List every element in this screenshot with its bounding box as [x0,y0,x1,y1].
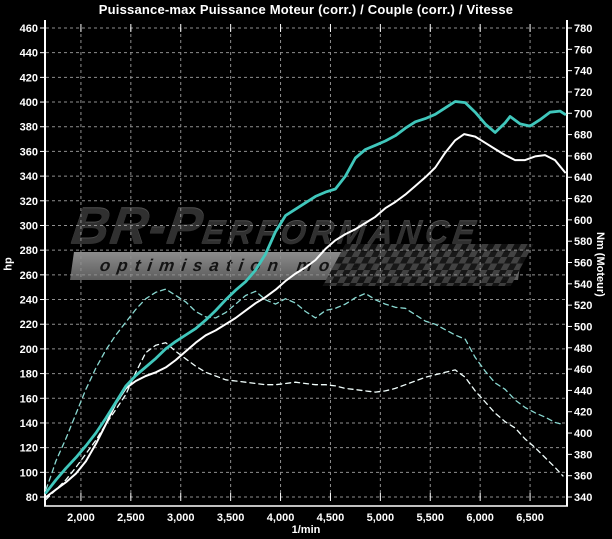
x-tick-label: 4,000 [267,512,295,524]
y-right-tick-label: 520 [574,300,592,312]
y-left-tick-label: 320 [20,196,38,208]
series-puissance-corrigee [45,133,566,498]
y-right-tick-label: 460 [574,364,592,376]
series-couple-origine [45,288,564,491]
y-axis-label-right: Nm (Moteur) [594,232,606,297]
x-tick-label: 6,500 [516,512,544,524]
y-left-tick-label: 180 [20,369,38,381]
y-left-tick-label: 260 [20,270,38,282]
x-tick-label: 5,500 [416,512,444,524]
y-left-tick-label: 400 [20,97,38,109]
y-left-tick-label: 140 [20,418,38,430]
y-right-tick-label: 660 [574,151,592,163]
x-tick-label: 3,000 [167,512,195,524]
y-left-tick-label: 240 [20,295,38,307]
y-right-tick-label: 780 [574,23,592,35]
x-tick-label: 5,000 [367,512,395,524]
y-right-tick-label: 540 [574,279,592,291]
y-left-tick-label: 120 [20,443,38,455]
y-right-tick-label: 620 [574,194,592,206]
series-couple-corrige [44,100,567,495]
y-left-tick-label: 360 [20,146,38,158]
y-right-tick-label: 760 [574,44,592,56]
y-right-tick-label: 420 [574,407,592,419]
y-right-tick-label: 340 [574,492,592,504]
x-tick-label: 6,000 [466,512,494,524]
y-right-tick-label: 440 [574,385,592,397]
y-right-tick-label: 560 [574,258,592,270]
y-axis-label-left: hp [2,257,15,271]
y-right-tick-label: 600 [574,215,592,227]
x-tick-label: 2,000 [67,512,95,524]
y-left-tick-label: 280 [20,245,38,257]
y-left-tick-label: 160 [20,393,38,405]
y-left-tick-label: 460 [20,23,38,35]
x-tick-label: 4,500 [317,512,345,524]
y-left-tick-label: 80 [26,492,38,504]
y-left-tick-label: 200 [20,344,38,356]
y-right-tick-label: 360 [574,471,592,483]
y-right-tick-label: 740 [574,66,592,78]
y-left-tick-label: 440 [20,48,38,60]
y-left-tick-label: 340 [20,171,38,183]
y-right-tick-label: 680 [574,130,592,142]
y-left-tick-label: 380 [20,122,38,134]
y-right-tick-label: 500 [574,321,592,333]
y-left-tick-label: 420 [20,72,38,84]
y-right-tick-label: 400 [574,428,592,440]
x-tick-label: 3,500 [217,512,245,524]
y-right-tick-label: 380 [574,449,592,461]
series-puissance-origine [45,342,564,501]
chart-title: Puissance-max Puissance Moteur (corr.) /… [98,2,514,17]
y-right-tick-label: 580 [574,236,592,248]
y-left-tick-label: 220 [20,319,38,331]
y-right-tick-label: 700 [574,108,592,120]
y-left-tick-label: 300 [20,220,38,232]
y-right-tick-label: 720 [574,87,592,99]
y-right-tick-label: 640 [574,172,592,184]
y-right-tick-label: 480 [574,343,592,355]
x-tick-label: 2,500 [117,512,145,524]
x-axis-label: 1/min [291,524,321,536]
y-left-tick-label: 100 [20,467,38,479]
